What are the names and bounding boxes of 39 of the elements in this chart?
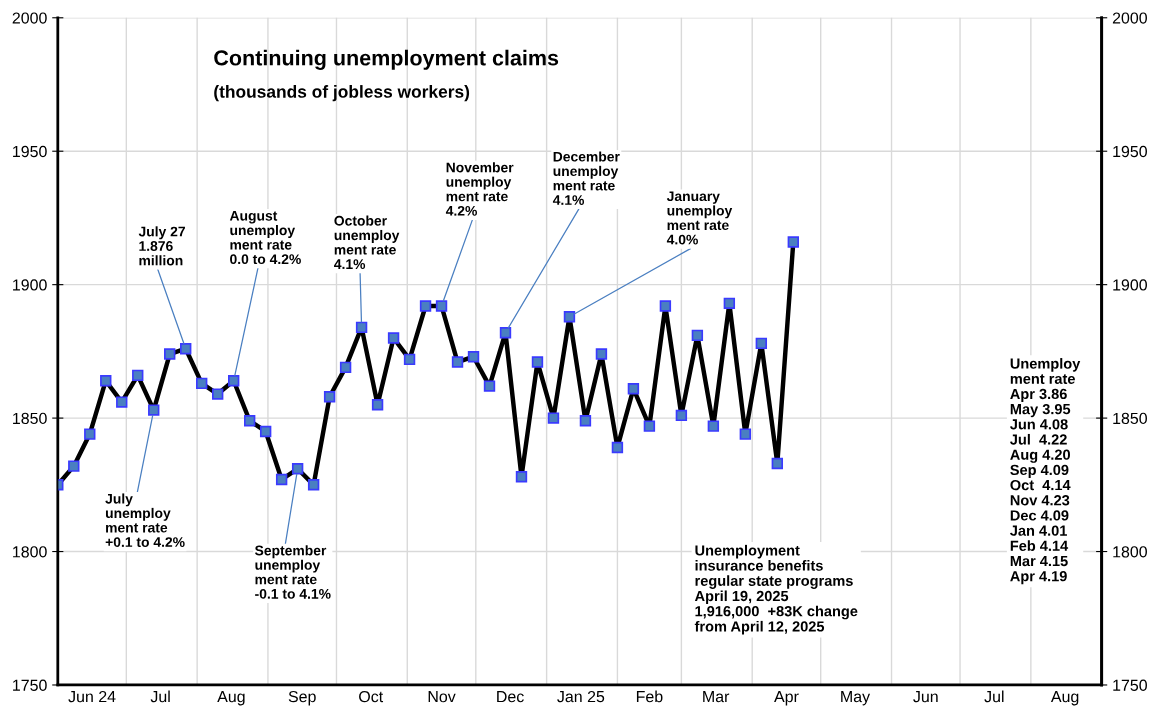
y-tick-label: 1800 [13, 546, 47, 558]
annotation: July 27 1.876 million [138, 226, 185, 266]
x-tick-label: Dec [497, 691, 524, 703]
annotation: August unemploy ment rate 0.0 to 4.2% [229, 210, 301, 265]
y2-tick-label: 1950 [1113, 145, 1147, 158]
y2-tick-label: 2000 [1112, 12, 1147, 24]
y-tick-label: 1750 [13, 679, 47, 691]
annotation: December unemploy ment rate 4.1% [552, 151, 620, 205]
y-tick-label: 1850 [13, 412, 47, 425]
y-tick-label: 2000 [12, 12, 47, 24]
x-tick-label: Mar [703, 691, 730, 703]
text: Continuing unemployment claims [214, 49, 559, 70]
annotation: November unemploy ment rate 4.2% [445, 162, 514, 216]
text: (thousands of jobless workers) [214, 85, 470, 102]
x-tick-label: Apr [774, 691, 799, 706]
x-tick-label: Jul [150, 690, 170, 703]
annotation: Unemployment insurance benefits regular state programs April 19, 2025 1,916,000 +83K change from April 12, 2025 [694, 544, 858, 635]
x-tick-label: Jun [913, 691, 938, 703]
annotation: July unemploy ment rate +0.1 to 4.2% [105, 493, 185, 547]
y2-tick-label: 1750 [1113, 679, 1147, 691]
x-tick-label: Aug [217, 691, 245, 706]
annotation: January unemploy ment rate 4.0% [666, 191, 733, 245]
annotation: October unemploy ment rate 4.1% [334, 215, 400, 270]
x-tick-label: Oct [359, 690, 384, 703]
y2-tick-label: 1850 [1113, 412, 1147, 425]
x-tick-label: Sep [288, 690, 316, 706]
x-tick-label: Aug [1050, 691, 1079, 706]
x-tick-label: Jan 25 [557, 690, 605, 703]
x-tick-label: Feb [636, 690, 663, 703]
x-tick-label: Jul [984, 690, 1004, 703]
text: Unemploy ment rate Apr 3.86 May 3.95 Jun 4.08 Jul 4.22 Aug 4.20 Sep 4.09 Oct 4.14 Nov 4.23 Dec 4.09 Jan 4.01 Feb 4.14 Mar 4.15 Apr 4.19 [1010, 358, 1081, 585]
x-tick-label: Jun 24 [68, 690, 116, 703]
y2-tick-label: 1900 [1113, 279, 1147, 291]
x-tick-label: Nov [428, 691, 456, 703]
x-tick-label: May [841, 691, 871, 706]
annotation: September unemploy ment rate -0.1 to 4.1% [254, 545, 331, 599]
y2-tick-label: 1800 [1113, 546, 1147, 558]
y-tick-label: 1950 [13, 145, 47, 158]
y-tick-label: 1900 [13, 279, 47, 291]
